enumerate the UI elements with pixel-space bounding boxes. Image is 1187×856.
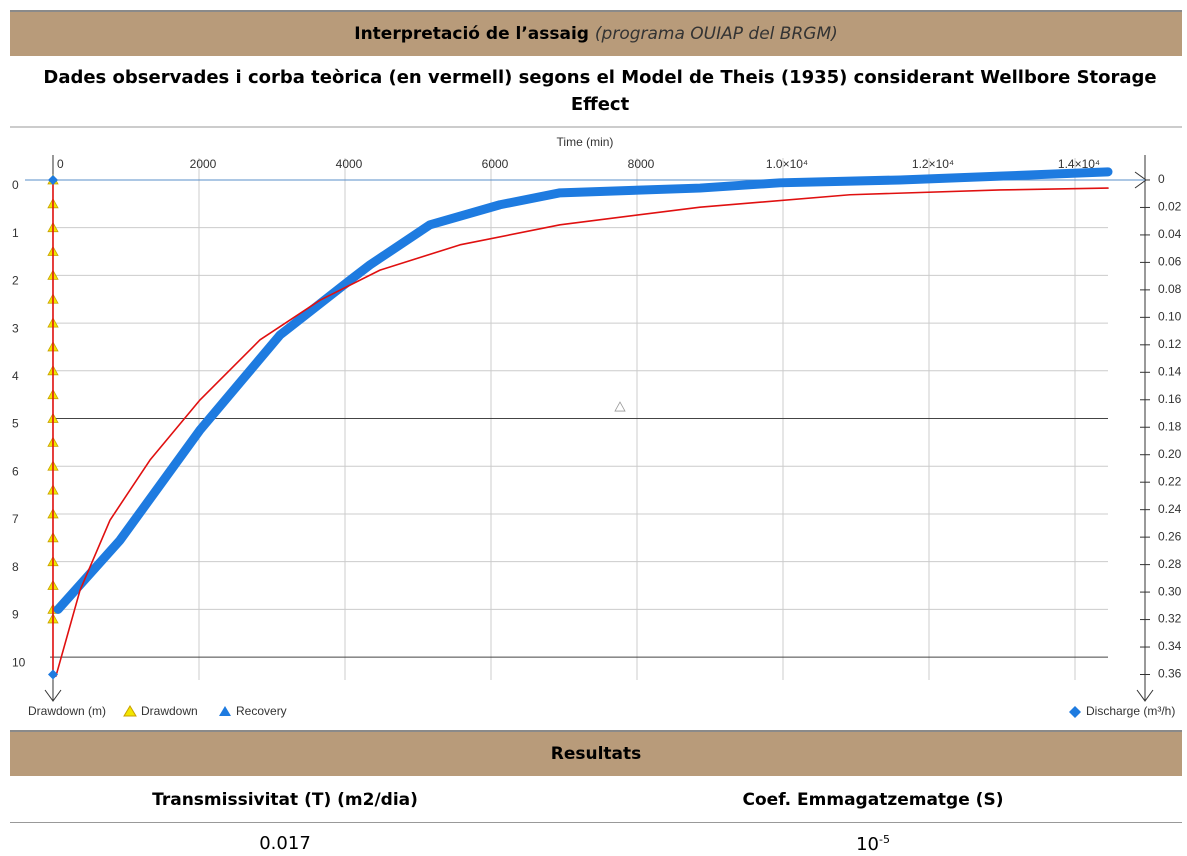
curve	[52, 179, 1109, 677]
x-tick-label: 6000	[482, 157, 509, 171]
axis-arrows	[44, 171, 1154, 702]
y2-tick-label: 0.16	[1158, 392, 1182, 406]
y2-tick-label: 0.34	[1158, 639, 1182, 653]
y2-tick-label: 0.36	[1158, 667, 1182, 681]
y-tick-label: 3	[12, 321, 19, 335]
results-title: Resultats	[550, 744, 642, 764]
legend-label: Recovery	[236, 704, 287, 718]
y2-tick-label: 0.24	[1158, 502, 1182, 516]
y-tick-label: 5	[12, 417, 19, 431]
y-tick-label: 6	[12, 464, 19, 478]
curve	[53, 167, 1113, 614]
y-tick-label: 10	[12, 655, 26, 669]
y2-tick-label: 0.28	[1158, 557, 1182, 571]
y-axis-label: Drawdown (m)	[28, 704, 106, 718]
divider	[10, 822, 1182, 823]
table-header: Transmissivitat (T) (m2/dia)	[152, 790, 418, 810]
table-cell: 10-5	[598, 833, 1148, 855]
header-subtitle: (programa OUIAP del BRGM)	[594, 24, 838, 44]
legend-label: Drawdown	[141, 704, 198, 718]
y2-tick-label: 0	[1158, 172, 1165, 186]
y2-tick-label: 0.18	[1158, 419, 1182, 433]
y2-tick-label: 0.32	[1158, 612, 1182, 626]
y-tick-label: 8	[12, 560, 19, 574]
x-tick-label: 1.0×10⁴	[766, 157, 808, 171]
y2-tick-label: 0.14	[1158, 364, 1182, 378]
y2-tick-label: 0.10	[1158, 310, 1182, 324]
legend-label: Discharge (m³/h)	[1086, 704, 1175, 718]
y2-tick-label: 0.02	[1158, 200, 1182, 214]
y-tick-label: 9	[12, 608, 19, 622]
x-tick-label: 8000	[628, 157, 655, 171]
y2-tick-label: 0.22	[1158, 474, 1182, 488]
marker	[614, 401, 626, 412]
x-tick-label: 1.4×10⁴	[1058, 157, 1100, 171]
y-tick-label: 0	[12, 178, 19, 192]
y-tick-label: 4	[12, 369, 19, 383]
legend-swatch	[1069, 706, 1081, 718]
y2-tick-label: 0.20	[1158, 447, 1182, 461]
y-tick-label: 2	[12, 274, 19, 288]
x-tick-label: 4000	[336, 157, 363, 171]
x-tick-label: 0	[57, 157, 64, 171]
table-cell: 0.017	[259, 833, 311, 854]
y-tick-label: 1	[12, 226, 19, 240]
table-header: Coef. Emmagatzematge (S)	[742, 790, 1004, 810]
chart-title: Dades observades i corba teòrica (en ver…	[43, 67, 1157, 115]
y-tick-label: 7	[12, 512, 19, 526]
value-base: 10	[856, 834, 879, 855]
marker	[47, 669, 58, 680]
header-bar: Interpretació de l’assaig (programa OUIA…	[10, 10, 1182, 56]
value-exponent: -5	[878, 833, 890, 846]
y2-tick-label: 0.08	[1158, 282, 1182, 296]
y2-tick-label: 0.30	[1158, 584, 1182, 598]
header-title: Interpretació de l’assaig	[354, 24, 589, 44]
x-tick-label: 1.2×10⁴	[912, 157, 954, 171]
x-tick-label: 2000	[190, 157, 217, 171]
results-bar: Resultats	[10, 730, 1182, 776]
y2-tick-label: 0.04	[1158, 227, 1182, 241]
legend-swatch	[123, 705, 137, 717]
x-axis-label: Time (min)	[557, 135, 614, 149]
y2-tick-label: 0.06	[1158, 255, 1182, 269]
y2-tick-label: 0.26	[1158, 529, 1182, 543]
legend-swatch	[219, 706, 231, 716]
marker	[47, 174, 58, 185]
y2-tick-label: 0.12	[1158, 337, 1182, 351]
